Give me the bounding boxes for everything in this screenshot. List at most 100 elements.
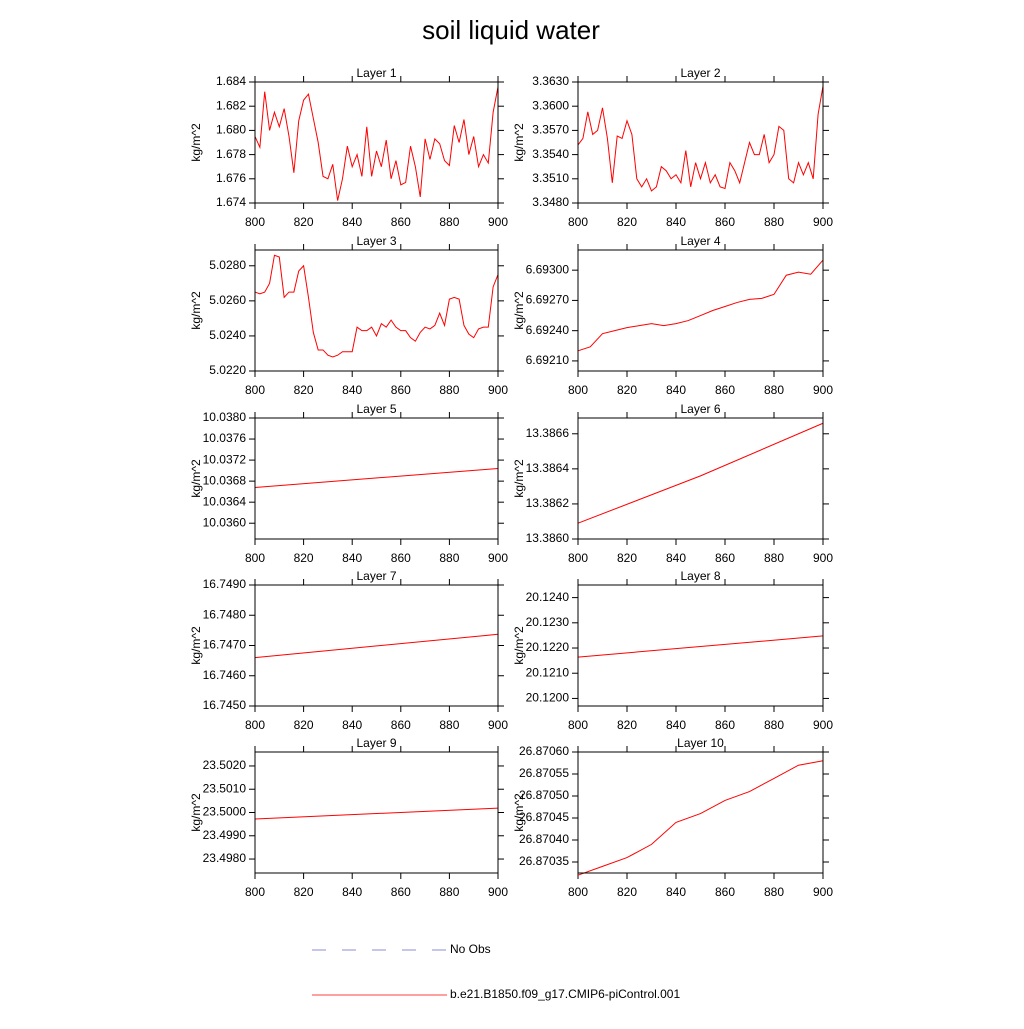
x-tick-label: 840: [342, 383, 362, 397]
y-tick-label: 10.0376: [203, 431, 247, 445]
y-tick-label: 16.7470: [203, 638, 247, 652]
y-tick-label: 6.69270: [526, 293, 570, 307]
x-tick-label: 880: [439, 885, 459, 899]
x-tick-label: 820: [294, 215, 314, 229]
y-tick-label: 10.0360: [203, 515, 247, 529]
y-tick-label: 1.680: [216, 123, 246, 137]
data-line: [577, 760, 824, 876]
x-tick-label: 800: [245, 885, 265, 899]
y-axis-label: kg/m^2: [189, 123, 203, 162]
y-tick-label: 23.5000: [203, 805, 247, 819]
x-tick-label: 820: [617, 215, 637, 229]
y-axis-label: kg/m^2: [189, 459, 203, 498]
x-tick-label: 820: [617, 383, 637, 397]
x-tick-label: 800: [568, 551, 588, 565]
y-tick-label: 20.1230: [526, 615, 570, 629]
y-tick-label: 13.3864: [526, 461, 570, 475]
y-tick-label: 5.0280: [209, 258, 246, 272]
y-tick-label: 26.87055: [519, 766, 569, 780]
plot-frame: [254, 249, 499, 372]
plot-frame: [577, 249, 824, 372]
plot-frame: [254, 81, 499, 204]
x-tick-label: 840: [342, 215, 362, 229]
x-tick-label: 800: [568, 383, 588, 397]
y-tick-label: 20.1210: [526, 665, 570, 679]
y-tick-label: 5.0220: [209, 363, 246, 377]
x-tick-label: 800: [568, 718, 588, 732]
y-tick-label: 1.684: [216, 74, 246, 88]
y-tick-label: 26.87045: [519, 810, 569, 824]
x-tick-label: 820: [294, 718, 314, 732]
y-tick-label: 13.3866: [526, 426, 570, 440]
plot-frame: [577, 417, 824, 540]
x-tick-label: 800: [245, 551, 265, 565]
panel-title: Layer 7: [356, 569, 396, 583]
y-tick-label: 26.87040: [519, 832, 569, 846]
x-tick-label: 820: [617, 551, 637, 565]
x-tick-label: 880: [764, 383, 784, 397]
data-line: [577, 422, 824, 524]
y-tick-label: 16.7460: [203, 668, 247, 682]
x-tick-label: 860: [391, 383, 411, 397]
x-tick-label: 860: [391, 718, 411, 732]
legend-label: No Obs: [450, 942, 491, 956]
x-tick-label: 900: [488, 718, 508, 732]
x-tick-label: 900: [813, 383, 833, 397]
x-tick-label: 860: [391, 885, 411, 899]
y-tick-label: 3.3510: [532, 171, 569, 185]
y-tick-label: 5.0260: [209, 293, 246, 307]
y-axis-label: kg/m^2: [512, 626, 526, 665]
x-tick-label: 800: [568, 215, 588, 229]
panel-title: Layer 1: [356, 66, 396, 80]
panel-title: Layer 3: [356, 234, 396, 248]
x-tick-label: 880: [764, 215, 784, 229]
y-tick-label: 1.678: [216, 147, 246, 161]
x-tick-label: 820: [294, 885, 314, 899]
plot-frame: [577, 584, 824, 707]
y-tick-label: 10.0372: [203, 452, 247, 466]
x-tick-label: 900: [813, 215, 833, 229]
x-tick-label: 900: [813, 885, 833, 899]
x-tick-label: 840: [666, 551, 686, 565]
panel-title: Layer 9: [356, 736, 396, 750]
y-tick-label: 13.3862: [526, 496, 570, 510]
y-tick-label: 10.0368: [203, 473, 247, 487]
y-tick-label: 6.69210: [526, 353, 570, 367]
x-tick-label: 900: [488, 215, 508, 229]
x-tick-label: 880: [764, 718, 784, 732]
y-axis-label: kg/m^2: [189, 291, 203, 330]
data-line: [254, 86, 499, 201]
panel-title: Layer 5: [356, 402, 396, 416]
y-tick-label: 26.87035: [519, 854, 569, 868]
y-tick-label: 16.7450: [203, 698, 247, 712]
x-tick-label: 880: [439, 383, 459, 397]
x-tick-label: 840: [666, 885, 686, 899]
y-tick-label: 20.1220: [526, 640, 570, 654]
y-tick-label: 5.0240: [209, 328, 246, 342]
x-tick-label: 800: [245, 215, 265, 229]
x-tick-label: 900: [813, 718, 833, 732]
y-tick-label: 23.5020: [203, 758, 247, 772]
plot-frame: [254, 417, 499, 540]
y-tick-label: 20.1200: [526, 691, 570, 705]
y-tick-label: 16.7490: [203, 577, 247, 591]
x-tick-label: 880: [764, 551, 784, 565]
data-line: [577, 635, 824, 658]
data-line: [254, 254, 499, 358]
legend-label: b.e21.B1850.f09_g17.CMIP6-piControl.001: [450, 987, 680, 1001]
x-tick-label: 840: [666, 215, 686, 229]
x-tick-label: 900: [813, 551, 833, 565]
x-tick-label: 900: [488, 551, 508, 565]
panel-title: Layer 4: [680, 234, 720, 248]
y-tick-label: 26.87060: [519, 744, 569, 758]
panel-title: Layer 2: [680, 66, 720, 80]
x-tick-label: 820: [294, 551, 314, 565]
data-line: [254, 633, 499, 659]
x-tick-label: 860: [391, 551, 411, 565]
y-tick-label: 3.3570: [532, 123, 569, 137]
x-tick-label: 840: [342, 551, 362, 565]
y-tick-label: 3.3600: [532, 98, 569, 112]
x-tick-label: 860: [715, 215, 735, 229]
x-tick-label: 820: [617, 885, 637, 899]
